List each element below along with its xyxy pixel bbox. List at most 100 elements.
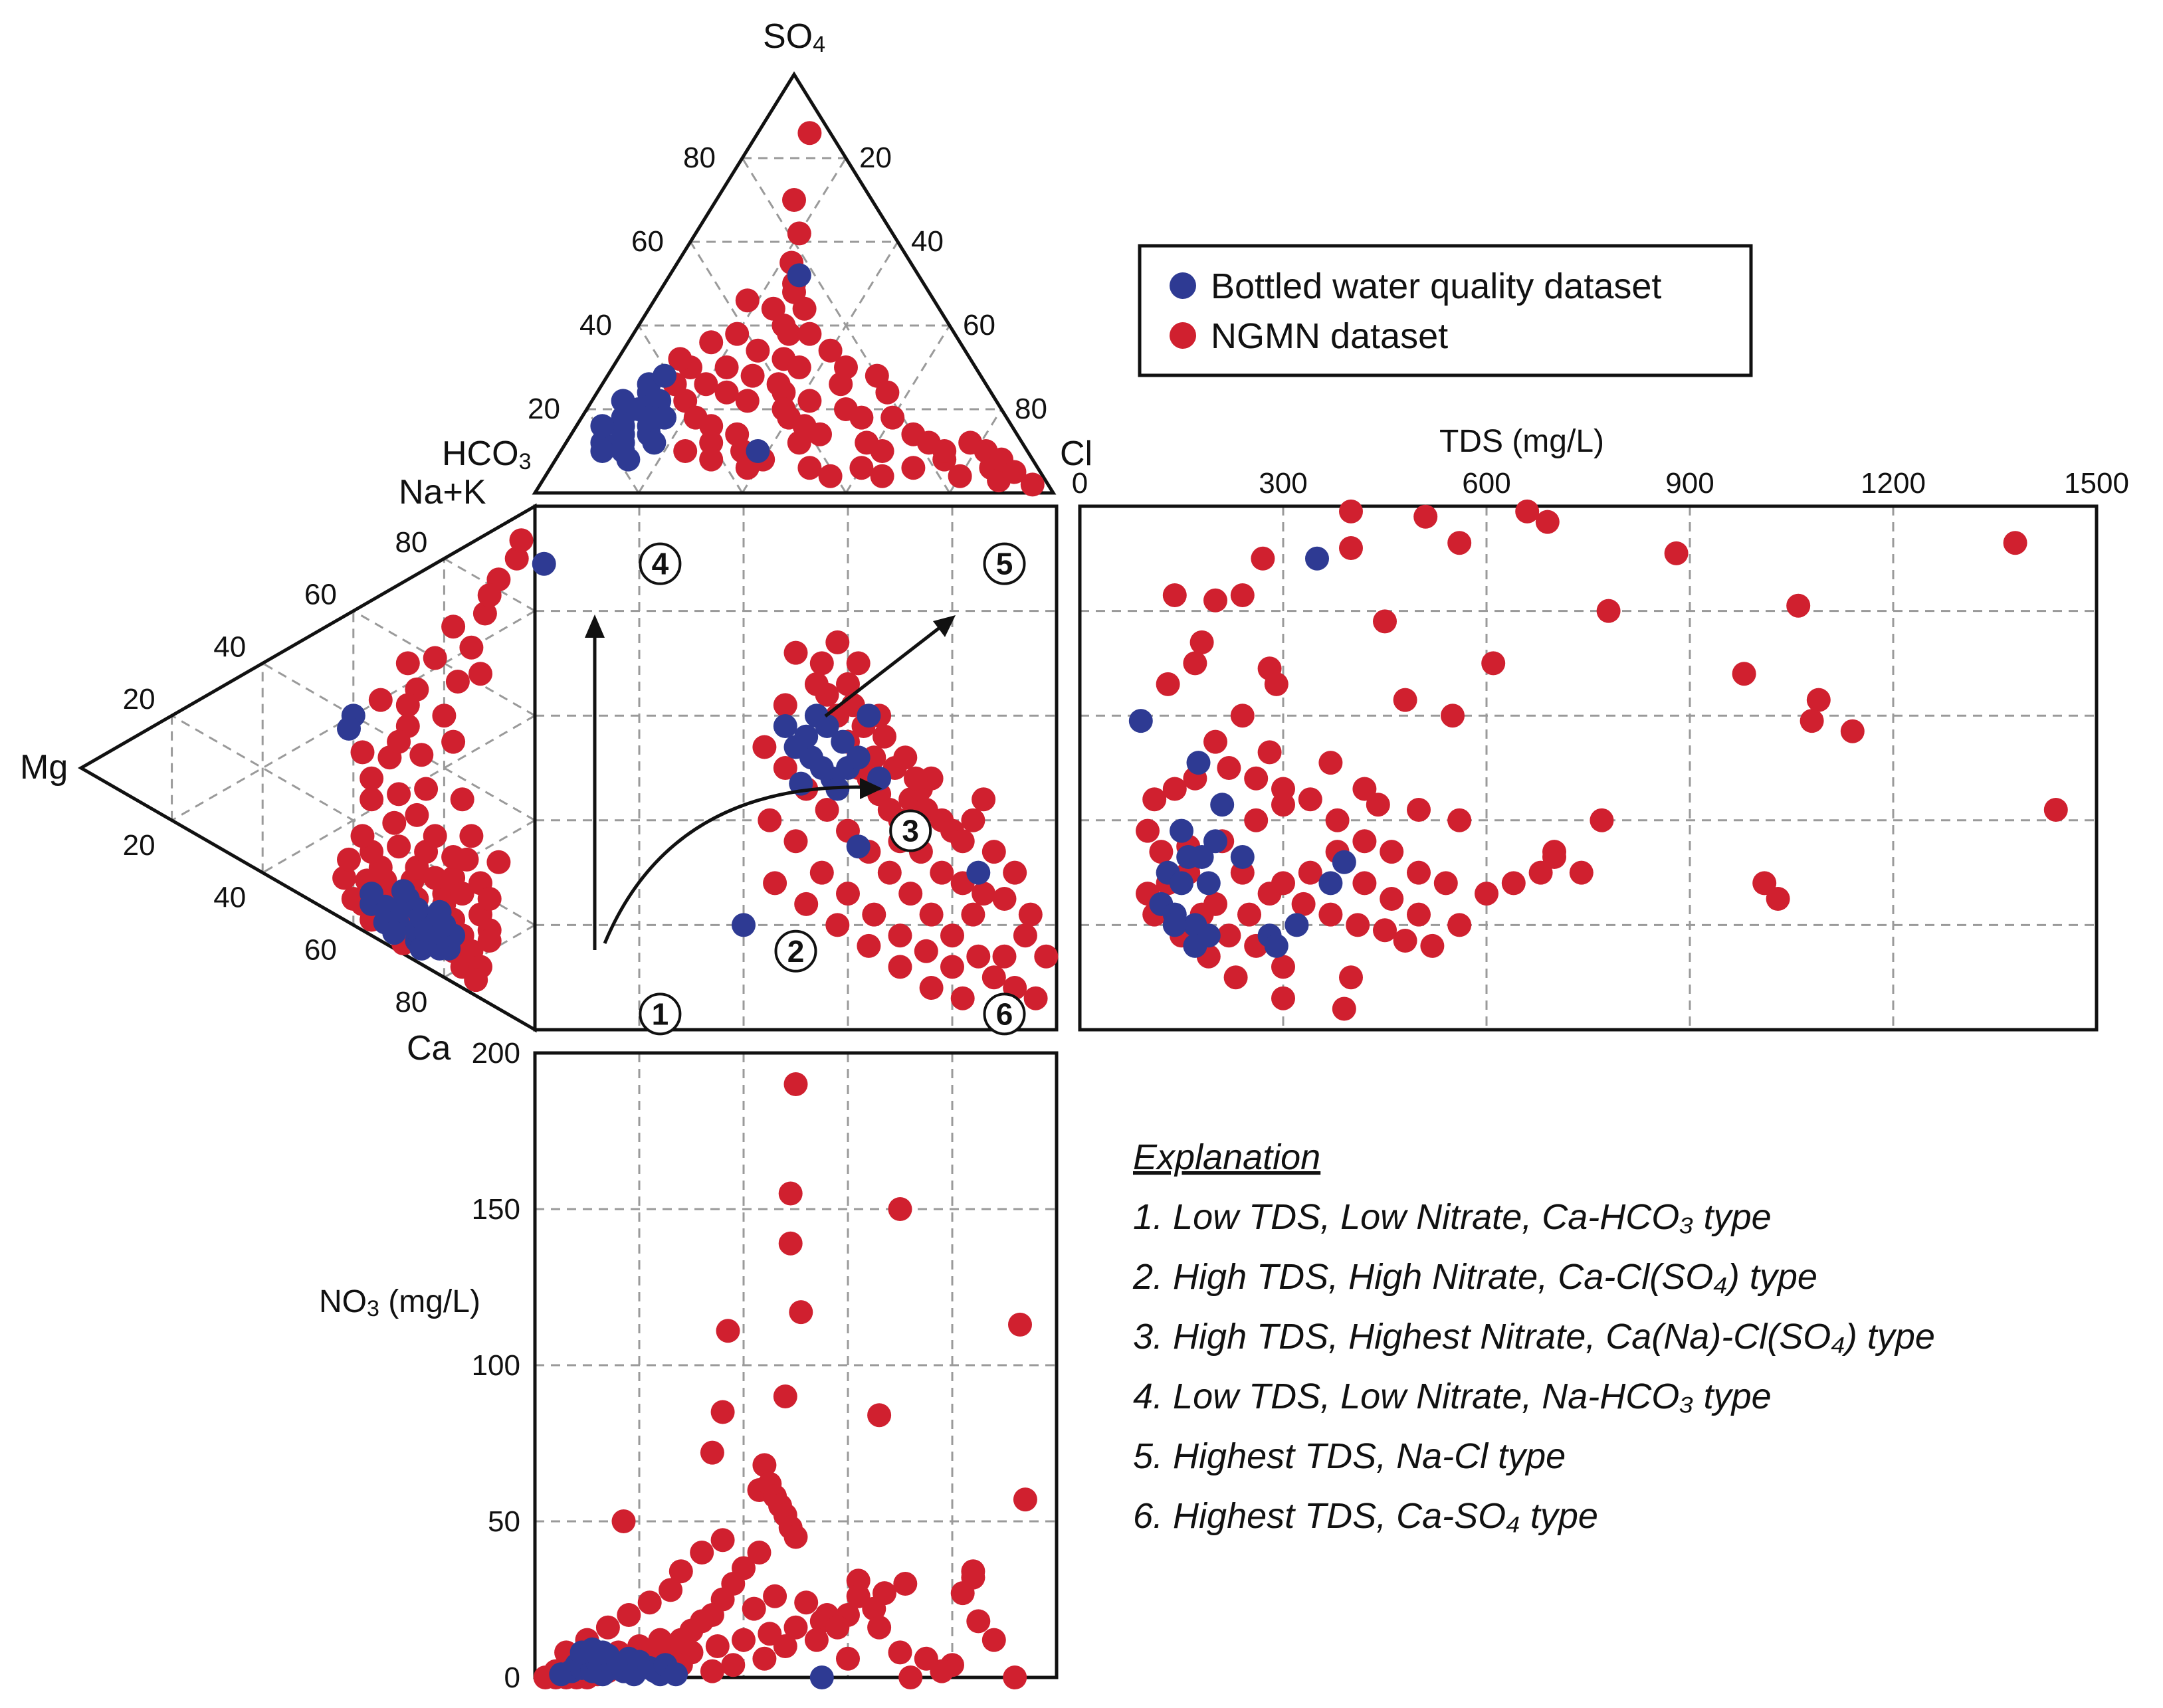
diamond-point	[950, 986, 975, 1010]
nitrate-tick-100: 100	[472, 1349, 520, 1382]
nitrate-point	[898, 1665, 923, 1689]
mg-label: Mg	[20, 748, 68, 787]
tds-point	[1481, 651, 1506, 676]
tds-point	[1515, 499, 1540, 523]
anion-point	[699, 447, 724, 472]
anion-point	[590, 439, 615, 463]
diamond-point	[888, 923, 912, 948]
anion-point	[792, 414, 817, 438]
anion-point	[668, 347, 692, 371]
tds-point	[1285, 913, 1309, 937]
tds-point	[1352, 829, 1377, 854]
nitrate-point	[950, 1581, 975, 1606]
diamond-point	[846, 834, 871, 859]
anion-point	[782, 188, 806, 212]
marker-3-circle	[889, 809, 932, 852]
tds-point	[1230, 704, 1255, 728]
diamond-point	[732, 913, 756, 937]
nitrate-point	[789, 1300, 813, 1325]
tds-point	[1318, 871, 1343, 896]
cation-point	[464, 968, 488, 993]
nitrate-tick-50: 50	[488, 1505, 520, 1538]
diamond-point	[873, 724, 896, 749]
diamond-point	[752, 735, 777, 759]
nitrate-point	[794, 1590, 819, 1615]
diamond-point	[836, 882, 860, 906]
tds-point	[1441, 704, 1465, 728]
tds-point	[1318, 902, 1343, 927]
diamond-point	[972, 787, 996, 812]
tds-point	[1162, 583, 1187, 607]
diamond-point	[930, 860, 954, 885]
diamond-point	[898, 882, 923, 906]
cation-point	[477, 583, 502, 607]
arrow-1-to-3	[603, 785, 865, 944]
tds-point	[1230, 583, 1255, 607]
tds-point	[1752, 871, 1777, 896]
anion-point	[735, 288, 760, 313]
cation-tick-nak-60: 60	[304, 579, 337, 611]
nitrate-point	[742, 1596, 766, 1621]
marker-2-label: 2	[787, 934, 805, 969]
diamond-point	[783, 829, 808, 854]
cation-point	[441, 615, 466, 639]
diamond-point	[758, 808, 782, 832]
arrow-1-to-3-head	[860, 778, 882, 799]
diamond-point	[992, 944, 1017, 969]
diamond-point	[763, 871, 787, 896]
tds-point	[1475, 882, 1498, 906]
cation-point	[387, 834, 411, 859]
anion-point	[787, 221, 811, 246]
cation-tick-nak-80: 80	[395, 526, 427, 559]
nitrate-tick-0: 0	[504, 1661, 520, 1694]
cation-point	[391, 879, 415, 903]
cation-point	[459, 824, 484, 848]
explanation-item-6: 6. Highest TDS, Ca-SO₄ type	[1133, 1496, 1598, 1536]
tds-point	[1535, 510, 1560, 534]
diamond-box-frame	[533, 504, 1059, 1032]
cation-point	[423, 866, 447, 890]
diamond-point	[919, 902, 944, 927]
tds-point	[1596, 599, 1621, 623]
tds-point	[1217, 756, 1241, 780]
tds-axis-label: TDS (mg/L)	[1439, 424, 1604, 459]
anion-tick-so4-40: 40	[579, 309, 612, 341]
tds-point	[1420, 933, 1445, 958]
cation-point	[387, 782, 411, 807]
anion-tick-cl-20: 20	[859, 142, 892, 174]
cation-point	[382, 810, 407, 835]
diamond-point	[773, 693, 797, 717]
diamond-point	[836, 672, 860, 696]
tds-point	[1264, 933, 1288, 958]
diamond-point	[862, 902, 886, 927]
anion-point	[590, 414, 615, 438]
marker-1-label: 1	[652, 996, 669, 1031]
cl-label: Cl	[1060, 434, 1092, 473]
tds-point	[1128, 709, 1153, 733]
diamond-point	[804, 672, 829, 696]
nitrate-point	[867, 1615, 892, 1640]
tds-point	[1800, 709, 1824, 733]
anion-point	[849, 456, 874, 480]
diamond-point	[809, 860, 834, 885]
anion-point	[637, 405, 661, 430]
cation-grid-line	[262, 662, 536, 822]
tds-point	[1447, 808, 1472, 832]
cation-point	[387, 729, 411, 754]
tds-point	[1186, 751, 1211, 775]
legend-label-bottled: Bottled water quality dataset	[1211, 266, 1661, 306]
cation-point	[409, 743, 434, 767]
tds-point	[1298, 787, 1322, 812]
anion-tick-cl-60: 60	[963, 309, 995, 341]
diamond-point	[981, 840, 1006, 864]
trend-arrows	[585, 615, 956, 950]
tds-point	[1840, 719, 1865, 743]
cation-point	[337, 716, 361, 741]
cation-point	[423, 646, 447, 670]
explanation-item-4: 4. Low TDS, Low Nitrate, Na-HCO₃ type	[1133, 1376, 1772, 1416]
diamond-point	[893, 745, 918, 770]
nitrate-point	[773, 1384, 797, 1408]
anion-tick-cl-80: 80	[1015, 393, 1047, 425]
nitrate-point	[710, 1400, 735, 1424]
